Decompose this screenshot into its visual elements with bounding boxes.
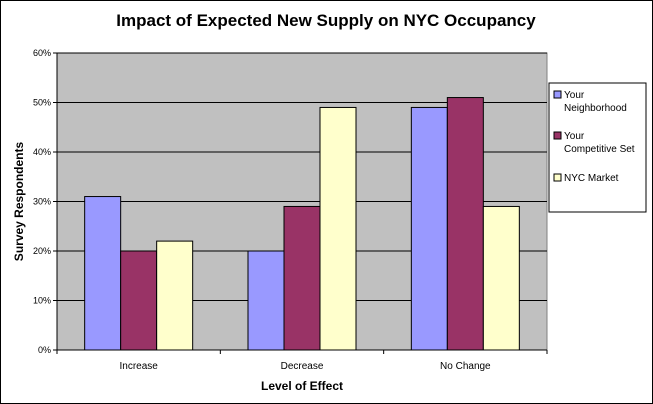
legend-label: NYC Market <box>564 173 619 184</box>
x-axis-title: Level of Effect <box>261 379 343 393</box>
chart-title: Impact of Expected New Supply on NYC Occ… <box>116 11 536 30</box>
bar <box>156 240 194 351</box>
legend-swatch <box>553 173 562 182</box>
bar <box>247 250 285 351</box>
y-tick-label: 20% <box>33 246 51 256</box>
y-tick-label: 50% <box>33 98 51 108</box>
bar <box>283 205 321 351</box>
bars <box>84 97 520 351</box>
legend-swatch <box>553 131 562 140</box>
x-axis-categories: Increase Decrease No Change <box>56 350 548 372</box>
y-tick-label: 10% <box>33 296 51 306</box>
legend-box <box>548 82 647 213</box>
x-category-label: No Change <box>440 361 491 372</box>
y-tick-label: 40% <box>33 147 51 157</box>
legend-label: Your Neighborhood <box>564 90 627 114</box>
legend: Your Neighborhood Your Competitive Set NYC M… <box>548 82 647 213</box>
bar <box>446 97 484 351</box>
y-tick-label: 0% <box>38 345 51 355</box>
bar <box>319 106 357 351</box>
bar <box>120 250 158 351</box>
y-tick-label: 30% <box>33 197 51 207</box>
legend-label: Your Competitive Set <box>564 131 635 155</box>
x-category-label: Decrease <box>281 361 324 372</box>
y-tick-label: 60% <box>33 48 51 58</box>
bar <box>410 106 448 351</box>
bar <box>84 196 122 351</box>
x-category-label: Increase <box>119 361 158 372</box>
y-axis-title: Survey Respondents <box>12 141 26 261</box>
bar <box>482 205 520 351</box>
legend-swatch <box>553 90 562 99</box>
y-axis-ticks: 0% 10% 20% 30% 40% 50% 60% <box>33 48 58 355</box>
